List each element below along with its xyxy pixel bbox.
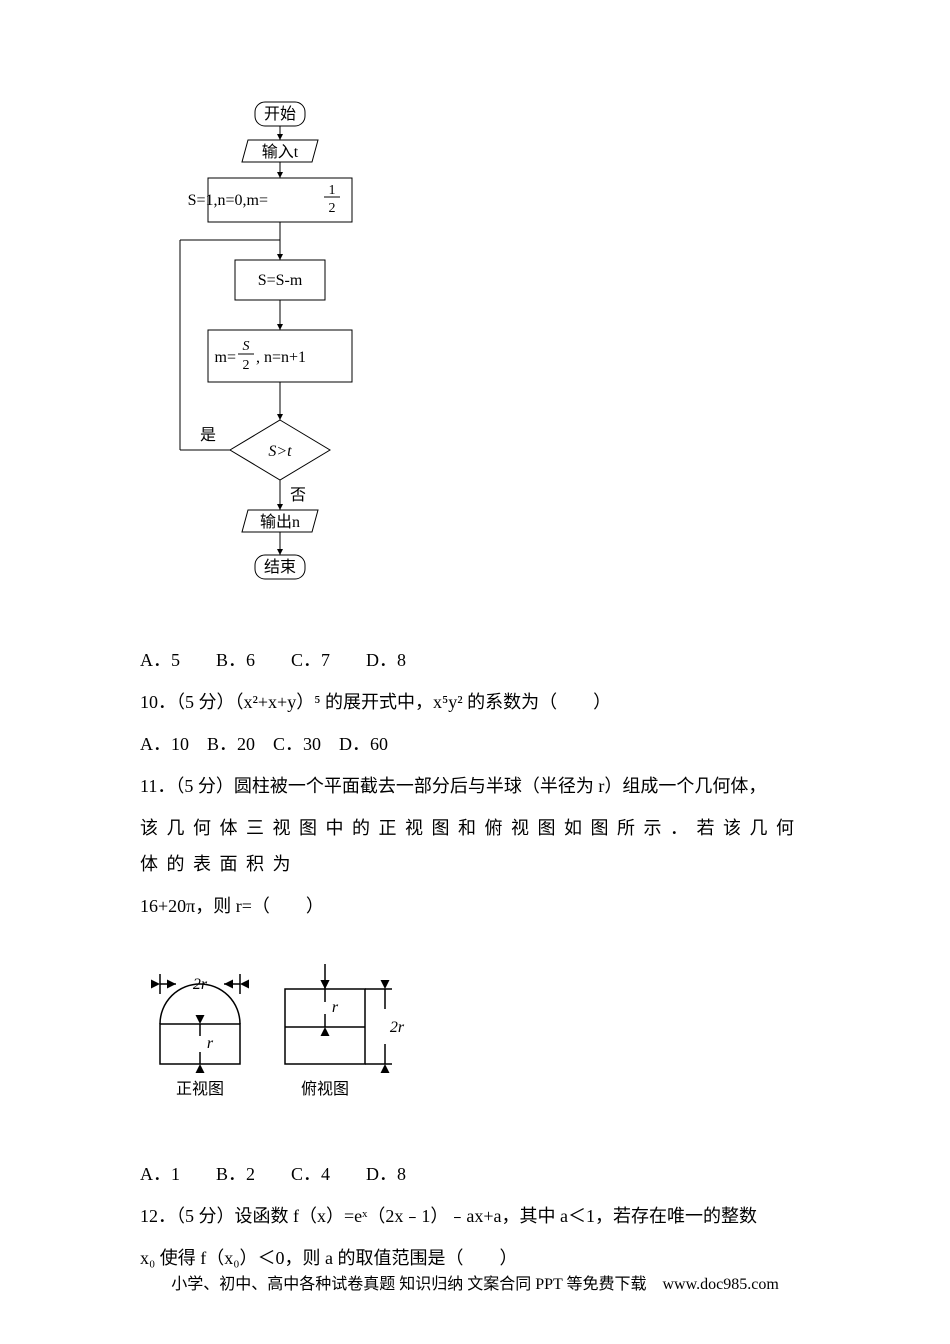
top-view-label: 俯视图: [301, 1080, 349, 1098]
q10-options: A．10 B．20 C．30 D．60: [140, 726, 820, 762]
svg-text:S: S: [243, 339, 250, 354]
flowchart-start: 开始: [264, 105, 296, 123]
flowchart-output: 输出n: [260, 513, 300, 531]
q10-line: 10．（5 分）（x²+x+y）⁵ 的展开式中，x⁵y² 的系数为（ ）: [140, 684, 820, 720]
flowchart-step1: S=S-m: [258, 272, 303, 289]
svg-text:2r: 2r: [193, 976, 208, 993]
three-view-diagram: 2r r r 2r 正视图 俯视图: [140, 944, 820, 1126]
q11-options: A．1 B．2 C．4 D．8: [140, 1156, 820, 1192]
svg-text:r: r: [332, 999, 339, 1016]
svg-text:1: 1: [329, 183, 336, 198]
flowchart-step2-n: , n=n+1: [256, 349, 306, 366]
page-footer: 小学、初中、高中各种试卷真题 知识归纳 文案合同 PPT 等免费下载 www.d…: [0, 1270, 950, 1294]
flowchart-yes: 是: [200, 427, 216, 444]
q9-options: A．5 B．6 C．7 D．8: [140, 642, 820, 678]
svg-text:2r: 2r: [390, 1019, 405, 1036]
flowchart-end: 结束: [264, 558, 296, 576]
svg-text:2: 2: [243, 358, 250, 373]
flowchart-input: 输入t: [262, 143, 299, 161]
q11-line3: 16+20π，则 r=（ ）: [140, 888, 820, 924]
flowchart-no: 否: [290, 487, 306, 504]
q11-line2: 该 几 何 体 三 视 图 中 的 正 视 图 和 俯 视 图 如 图 所 示 …: [140, 810, 820, 882]
flowchart-cond: S>t: [268, 443, 292, 460]
front-view-label: 正视图: [176, 1080, 224, 1098]
svg-text:2: 2: [329, 201, 336, 216]
svg-text:r: r: [207, 1035, 214, 1052]
q12-line1: 12．（5 分）设函数 f（x）=eˣ（2x﹣1）﹣ax+a，其中 a＜1，若存…: [140, 1198, 820, 1234]
flowchart-init-text: S=1,n=0,m=: [188, 192, 268, 209]
flowchart-diagram: 开始 输入t S=1,n=0,m= 1 2 S=S-m: [160, 100, 820, 622]
flowchart-step2-m: m=: [215, 349, 236, 366]
q11-line1: 11．（5 分）圆柱被一个平面截去一部分后与半球（半径为 r）组成一个几何体，: [140, 768, 820, 804]
